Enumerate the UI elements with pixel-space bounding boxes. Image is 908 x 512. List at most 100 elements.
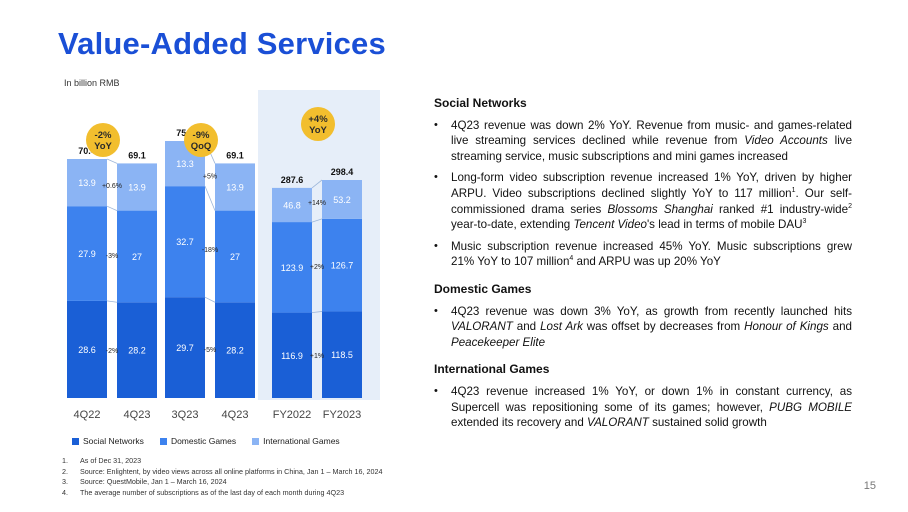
section-heading: International Games	[434, 362, 550, 377]
segment-value-label: 123.9	[281, 263, 304, 273]
connector-line	[311, 218, 323, 223]
category-label: 4Q23	[222, 409, 249, 421]
legend-label: Social Networks	[83, 436, 144, 446]
bar-segment	[272, 222, 312, 313]
bullet-item: • 4Q23 revenue was down 2% YoY. Revenue f…	[434, 118, 852, 165]
bullet-text: 4Q23 revenue increased 1% YoY, or down 1…	[451, 384, 853, 430]
segment-value-label: 13.9	[128, 183, 146, 193]
segment-value-label: 13.9	[78, 178, 96, 188]
change-label: +5%	[203, 173, 217, 180]
segment-value-label: 32.7	[176, 237, 194, 247]
category-label: 4Q22	[74, 409, 101, 421]
change-badge-label: YoY	[309, 125, 327, 136]
connector-line	[311, 179, 323, 189]
segment-value-label: 13.9	[226, 183, 244, 193]
bar-segment	[67, 206, 107, 301]
bar-segment	[215, 163, 255, 211]
change-label: +1%	[310, 353, 324, 360]
legend-item-social-networks: Social Networks	[72, 436, 144, 446]
section-heading: Domestic Games	[434, 281, 532, 296]
bar-segment	[117, 302, 157, 398]
bar-segment	[322, 311, 362, 398]
segment-value-label: 28.2	[226, 346, 244, 356]
connector-line	[106, 158, 118, 164]
page-title: Value-Added Services	[58, 26, 386, 61]
bar-segment	[215, 210, 255, 303]
change-badge-label: QoQ	[191, 141, 212, 152]
footnote: 4. The average number of subscriptions as…	[62, 487, 345, 497]
page-number: 15	[863, 480, 876, 492]
bullet-text: Long-form video subscription revenue inc…	[451, 171, 852, 232]
bar-segment	[215, 302, 255, 398]
stacked-bar-charts: 70.4 4Q22 69.1 4Q23 28.6 27.9 13.9 28.2 27 13.9 -2…	[67, 90, 380, 421]
connector-line	[106, 300, 118, 303]
segment-value-label: 28.2	[128, 346, 146, 356]
change-badge	[184, 123, 218, 157]
segment-value-label: 53.2	[333, 195, 351, 205]
bullet-text: Music subscription revenue increased 45%…	[451, 239, 852, 269]
change-badge	[86, 123, 120, 157]
segment-value-label: 29.7	[176, 343, 194, 353]
segment-value-label: 27	[230, 252, 240, 262]
bar-segment	[272, 312, 312, 398]
bar-segment	[322, 218, 362, 312]
legend-swatch	[252, 437, 260, 445]
change-badge-label: YoY	[94, 141, 112, 152]
connector-line	[204, 186, 216, 211]
footnote: 2. Source: Enlightent, by video views acr…	[62, 466, 383, 476]
total-label: 70.4	[78, 146, 96, 156]
unit-label: In billion RMB	[64, 78, 120, 88]
change-label: -5%	[204, 347, 216, 354]
footnotes: 1. As of Dec 31, 2023 2. Source: Enlighten…	[62, 456, 382, 498]
change-badge	[301, 107, 335, 141]
connector-line	[204, 296, 216, 303]
legend-label: International Games	[263, 436, 340, 446]
bullet-item: • 4Q23 revenue increased 1% YoY, or down …	[434, 384, 852, 431]
total-label: 69.1	[226, 150, 244, 160]
category-label: FY2023	[323, 409, 362, 421]
section-domestic-games: Domestic Games • 4Q23 revenue was down 3%…	[434, 282, 852, 350]
change-label: -2%	[106, 348, 118, 355]
legend-swatch	[72, 437, 79, 445]
bar-segment	[67, 300, 107, 398]
bar-segment	[165, 186, 205, 298]
footnote: 1. As of Dec 31, 2023	[62, 456, 142, 465]
chart-legend: Social Networks Domestic Games Internati…	[72, 436, 340, 446]
segment-value-label: 28.6	[78, 345, 96, 355]
connector-line	[311, 311, 323, 313]
legend-item-international-games: International Games	[252, 436, 340, 446]
bar-segment	[322, 180, 362, 219]
change-label: -3%	[106, 253, 118, 260]
bullet-text: 4Q23 revenue was down 3% YoY, as growth …	[451, 304, 852, 349]
footnote: 3. Source: QuestMobile, Jan 1 – March 16,…	[62, 477, 227, 486]
segment-value-label: 126.7	[331, 261, 354, 271]
change-label: -18%	[202, 247, 218, 254]
segment-value-label: 27.9	[78, 249, 96, 259]
category-label: 3Q23	[172, 409, 199, 421]
bar-segment	[67, 159, 107, 207]
bullet-dot: •	[434, 304, 438, 317]
legend-label: Domestic Games	[170, 436, 237, 446]
legend-swatch	[159, 437, 167, 445]
bullet-dot: •	[434, 384, 438, 397]
segment-value-label: 46.8	[283, 200, 301, 210]
total-label: 287.6	[281, 175, 304, 185]
section-heading: Social Networks	[434, 96, 527, 110]
bar-segment	[165, 297, 205, 398]
bullet-dot: •	[434, 118, 438, 131]
change-label: +0.6%	[102, 183, 122, 190]
segment-value-label: 116.9	[281, 351, 303, 361]
bullet-item: • Music subscription revenue increased 45…	[434, 239, 852, 270]
section-social-networks: Social Networks • 4Q23 revenue was down 2…	[434, 96, 852, 270]
category-label: FY2022	[273, 409, 312, 421]
legend-item-domestic-games: Domestic Games	[159, 436, 237, 446]
change-label: +14%	[308, 200, 326, 207]
commentary-panel: Social Networks • 4Q23 revenue was down 2…	[434, 96, 852, 443]
bar-segment	[272, 187, 312, 223]
bullet-item: • 4Q23 revenue was down 3% YoY, as growth…	[434, 304, 852, 351]
bullet-dot: •	[434, 171, 438, 184]
total-label: 69.1	[128, 150, 146, 160]
bullet-dot: •	[434, 239, 438, 252]
change-badge-label: -2%	[95, 130, 112, 141]
category-label: 4Q23	[124, 409, 151, 421]
